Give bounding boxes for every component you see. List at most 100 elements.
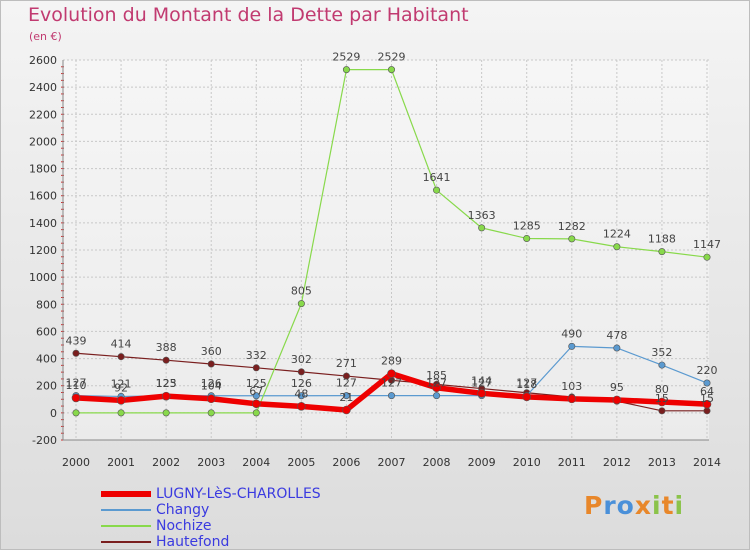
data-label: 490	[561, 327, 582, 340]
series-point	[342, 66, 350, 74]
series-point	[568, 235, 576, 243]
data-label: 1641	[423, 171, 451, 184]
series-point	[71, 393, 81, 403]
x-tick-label: 2003	[197, 456, 225, 469]
x-tick-label: 2011	[558, 456, 586, 469]
data-label: 123	[156, 377, 177, 390]
series-point	[658, 407, 666, 415]
data-label: 805	[291, 285, 312, 298]
series-point	[252, 392, 260, 400]
x-tick-label: 2007	[378, 456, 406, 469]
chart-subtitle: (en €)	[29, 30, 62, 43]
legend-swatch	[101, 491, 151, 497]
x-tick-label: 2008	[423, 456, 451, 469]
x-tick-label: 2009	[468, 456, 496, 469]
data-label: 439	[66, 334, 87, 347]
data-label: 360	[201, 345, 222, 358]
chart-title: Evolution du Montant de la Dette par Hab…	[28, 4, 469, 26]
y-tick-label: 400	[36, 353, 57, 366]
series-point	[702, 399, 712, 409]
series-point	[72, 409, 80, 417]
series-point	[658, 361, 666, 369]
x-tick-label: 2012	[603, 456, 631, 469]
data-label: 103	[561, 380, 582, 393]
data-labels-layer: 439 414 388 360 332 302 271 15 15 127 121 125 126 125…	[66, 51, 722, 405]
series-point	[433, 392, 441, 400]
series-point	[387, 66, 395, 74]
series-point	[162, 409, 170, 417]
data-label: 64	[700, 385, 714, 398]
series-layer	[71, 66, 712, 417]
series-point	[162, 356, 170, 364]
series-point	[568, 342, 576, 350]
y-axis: -200 0 200 400 600 800 1000 1200 1400 1600 1800 200…	[29, 54, 64, 447]
data-label: 95	[610, 381, 624, 394]
data-label: 15	[700, 392, 714, 405]
series-point	[252, 409, 260, 417]
data-label: 127	[336, 377, 357, 390]
legend-label: Changy	[156, 502, 210, 518]
legend-label: LUGNY-LèS-CHAROLLES	[156, 486, 321, 502]
data-label: 126	[201, 377, 222, 390]
series-point	[613, 344, 621, 352]
data-label: 127	[471, 377, 492, 390]
x-tick-label: 2014	[693, 456, 721, 469]
series-point	[72, 349, 80, 357]
x-tick-label: 2001	[107, 456, 135, 469]
y-tick-label: 0	[50, 407, 57, 420]
legend-label: Nochize	[156, 518, 212, 534]
y-tick-label: 2000	[29, 135, 57, 148]
series-point	[251, 399, 261, 409]
data-label: 80	[655, 383, 669, 396]
data-label: 125	[156, 377, 177, 390]
data-label: 1363	[468, 209, 496, 222]
data-label: 271	[336, 357, 357, 370]
series-point	[297, 402, 306, 411]
data-label: 302	[291, 353, 312, 366]
y-tick-label: 1800	[29, 163, 57, 176]
series-point	[477, 389, 486, 398]
series-point	[207, 409, 215, 417]
series-point	[658, 248, 666, 256]
series-point	[297, 300, 305, 308]
data-label: 48	[294, 387, 308, 400]
series-point	[297, 392, 305, 400]
series-point	[613, 243, 621, 251]
series-point	[432, 383, 441, 393]
y-tick-label: 2200	[29, 108, 57, 121]
x-tick-label: 2002	[152, 456, 180, 469]
data-label: 1147	[693, 238, 721, 251]
data-label: 1188	[648, 233, 676, 246]
data-label: 388	[156, 341, 177, 354]
x-tick-label: 2004	[242, 456, 270, 469]
x-tick-label: 2013	[648, 456, 676, 469]
x-tick-label: 2010	[513, 456, 541, 469]
series-point	[703, 253, 711, 261]
data-label: 1224	[603, 228, 631, 241]
data-label: 352	[651, 346, 672, 359]
series-point	[478, 224, 486, 232]
series-point	[206, 394, 216, 404]
data-label: 478	[606, 329, 627, 342]
y-tick-label: 1400	[29, 217, 57, 230]
data-label: 15	[655, 392, 669, 405]
data-label: 127	[381, 377, 402, 390]
series-point	[117, 353, 125, 361]
data-label: 121	[111, 377, 132, 390]
y-tick-label: -200	[32, 434, 57, 447]
series-point	[387, 369, 396, 378]
data-label: 414	[111, 338, 132, 351]
series-point	[117, 409, 125, 417]
series-point	[433, 186, 441, 194]
legend-swatch	[101, 525, 151, 527]
data-label: 21	[339, 391, 353, 404]
data-label: 110	[66, 379, 87, 392]
proxiti-logo: Proxiti	[584, 491, 685, 520]
x-tick-label: 2006	[332, 456, 360, 469]
series-point	[207, 360, 215, 368]
series-point	[252, 364, 260, 372]
data-label: 104	[201, 380, 222, 393]
legend-swatch	[101, 509, 151, 511]
data-label: 289	[381, 355, 402, 368]
